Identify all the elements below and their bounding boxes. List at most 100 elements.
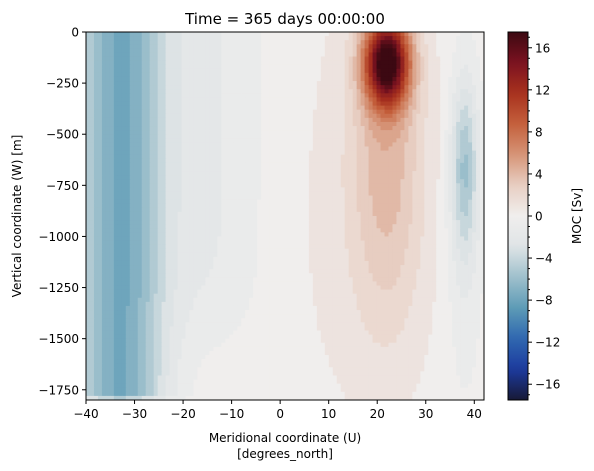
moc-cell bbox=[476, 105, 481, 111]
moc-cell bbox=[436, 199, 441, 205]
moc-cell bbox=[448, 150, 453, 156]
moc-cell bbox=[296, 60, 302, 66]
moc-cell bbox=[221, 60, 226, 66]
moc-cell bbox=[225, 72, 230, 78]
moc-cell bbox=[368, 220, 374, 225]
moc-cell bbox=[472, 113, 477, 119]
moc-cell bbox=[161, 158, 167, 164]
moc-cell bbox=[257, 72, 262, 78]
moc-cell bbox=[420, 72, 425, 78]
moc-cell bbox=[444, 76, 449, 82]
moc-cell bbox=[225, 171, 230, 176]
moc-cell bbox=[89, 171, 95, 176]
moc-cell bbox=[288, 183, 294, 188]
moc-cell bbox=[261, 183, 266, 188]
moc-cell bbox=[388, 85, 394, 90]
moc-cell bbox=[324, 32, 330, 37]
moc-cell bbox=[324, 44, 330, 49]
moc-cell bbox=[416, 142, 421, 148]
moc-cell bbox=[269, 44, 274, 49]
moc-cell bbox=[249, 191, 254, 197]
moc-cell bbox=[229, 89, 234, 94]
moc-cell bbox=[296, 211, 302, 217]
moc-cell bbox=[205, 76, 210, 82]
moc-cell bbox=[344, 97, 350, 103]
moc-cell bbox=[237, 138, 242, 143]
moc-cell bbox=[257, 121, 262, 127]
moc-cell bbox=[376, 101, 382, 107]
moc-cell bbox=[320, 85, 326, 90]
moc-cell bbox=[233, 138, 238, 143]
moc-cell bbox=[197, 32, 203, 37]
moc-cell bbox=[340, 150, 346, 156]
moc-cell bbox=[101, 150, 107, 156]
moc-cell bbox=[117, 232, 123, 238]
moc-cell bbox=[173, 48, 179, 54]
moc-cell bbox=[296, 68, 302, 74]
moc-cell bbox=[320, 187, 326, 193]
moc-cell bbox=[472, 183, 477, 188]
moc-cell bbox=[153, 117, 159, 123]
moc-cell bbox=[145, 224, 151, 229]
moc-cell bbox=[209, 130, 214, 135]
moc-cell bbox=[117, 76, 123, 82]
moc-cell bbox=[241, 183, 246, 188]
moc-cell bbox=[396, 216, 402, 221]
moc-cell bbox=[332, 138, 338, 143]
moc-cell bbox=[336, 52, 342, 58]
moc-cell bbox=[308, 216, 314, 221]
moc-cell bbox=[380, 162, 386, 168]
moc-cell bbox=[273, 203, 278, 209]
moc-cell bbox=[344, 187, 350, 193]
moc-cell bbox=[440, 220, 445, 225]
moc-cell bbox=[340, 40, 346, 45]
moc-cell bbox=[157, 36, 163, 41]
moc-cell bbox=[452, 89, 457, 94]
moc-cell bbox=[384, 72, 390, 78]
moc-cell bbox=[137, 76, 143, 82]
moc-cell bbox=[416, 207, 421, 213]
moc-cell bbox=[129, 40, 135, 45]
moc-cell bbox=[292, 126, 298, 131]
moc-cell bbox=[328, 158, 334, 164]
moc-cell bbox=[169, 68, 175, 74]
moc-cell bbox=[444, 203, 449, 209]
moc-cell bbox=[93, 179, 99, 184]
moc-cell bbox=[416, 162, 421, 168]
moc-cell bbox=[237, 60, 242, 66]
moc-cell bbox=[356, 134, 362, 139]
moc-cell bbox=[145, 40, 151, 45]
moc-cell bbox=[185, 166, 191, 172]
moc-cell bbox=[372, 109, 378, 115]
moc-cell bbox=[269, 216, 274, 221]
moc-cell bbox=[372, 142, 378, 148]
moc-cell bbox=[432, 187, 437, 193]
moc-cell bbox=[396, 220, 402, 225]
moc-cell bbox=[448, 101, 453, 107]
moc-cell bbox=[288, 85, 294, 90]
moc-cell bbox=[340, 166, 346, 172]
moc-cell bbox=[213, 207, 218, 213]
moc-cell bbox=[145, 48, 151, 54]
moc-cell bbox=[448, 130, 453, 135]
moc-cell bbox=[157, 52, 163, 58]
moc-cell bbox=[304, 171, 310, 176]
moc-cell bbox=[245, 142, 250, 148]
moc-cell bbox=[249, 183, 254, 188]
moc-cell bbox=[281, 72, 286, 78]
moc-cell bbox=[145, 117, 151, 123]
moc-cell bbox=[221, 109, 226, 115]
moc-cell bbox=[125, 56, 131, 62]
moc-cell bbox=[336, 195, 342, 201]
moc-cell bbox=[316, 207, 322, 213]
moc-cell bbox=[380, 166, 386, 172]
moc-cell bbox=[93, 187, 99, 193]
moc-cell bbox=[456, 130, 461, 135]
moc-cell bbox=[265, 101, 270, 107]
moc-cell bbox=[292, 56, 298, 62]
moc-cell bbox=[464, 138, 469, 143]
moc-cell bbox=[133, 36, 139, 41]
moc-cell bbox=[344, 121, 350, 127]
moc-cell bbox=[133, 179, 139, 184]
moc-cell bbox=[121, 60, 127, 66]
